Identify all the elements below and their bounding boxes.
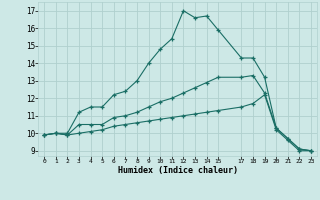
X-axis label: Humidex (Indice chaleur): Humidex (Indice chaleur)	[118, 166, 238, 175]
